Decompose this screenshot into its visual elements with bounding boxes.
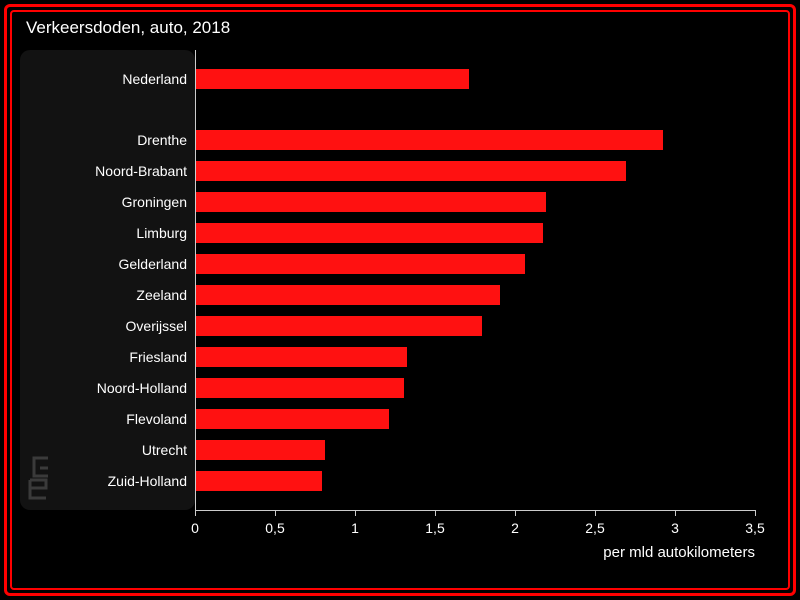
x-tick-label: 0,5 [265,520,284,536]
ylabel: Zuid-Holland [108,473,187,489]
bar [195,315,483,337]
bar [195,470,323,492]
chart-area [195,50,755,510]
x-tick-label: 2,5 [585,520,604,536]
bar [195,408,390,430]
ylabel: Nederland [122,71,187,87]
x-tick-label: 1 [351,520,359,536]
x-tick [755,510,756,516]
ylabel: Noord-Holland [97,380,187,396]
ylabel: Drenthe [137,132,187,148]
ylabel: Flevoland [126,411,187,427]
y-axis [195,50,196,510]
x-tick-label: 3,5 [745,520,764,536]
xaxis-label: per mld autokilometers [603,544,755,561]
cbs-logo-icon [28,456,72,500]
x-tick [595,510,596,516]
ylabel: Friesland [129,349,187,365]
ylabel: Zeeland [136,287,187,303]
x-tick [435,510,436,516]
ylabel: Limburg [136,225,187,241]
bar [195,377,405,399]
x-tick [195,510,196,516]
x-tick-label: 2 [511,520,519,536]
ylabel: Noord-Brabant [95,163,187,179]
ylabel: Gelderland [119,256,188,272]
x-tick-label: 1,5 [425,520,444,536]
bar [195,253,526,275]
chart-title: Verkeersdoden, auto, 2018 [26,18,230,38]
bar [195,284,501,306]
x-tick [515,510,516,516]
ylabel: Overijssel [126,318,187,334]
x-tick-label: 0 [191,520,199,536]
ylabel: Groningen [122,194,187,210]
x-tick [275,510,276,516]
bar [195,129,664,151]
bar [195,346,408,368]
x-axis [195,510,755,511]
bar [195,191,547,213]
x-tick [675,510,676,516]
bar [195,68,470,90]
bar [195,222,544,244]
bar [195,439,326,461]
ylabel: Utrecht [142,442,187,458]
bar [195,160,627,182]
x-tick [355,510,356,516]
x-tick-label: 3 [671,520,679,536]
